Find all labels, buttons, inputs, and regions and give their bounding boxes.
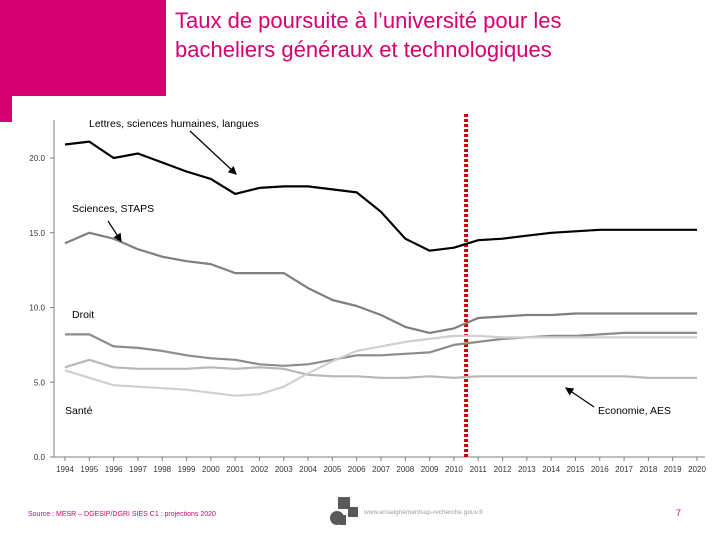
source-note: Source : MESR – DGESIP/DGRI SIES C1 : pr… bbox=[28, 511, 216, 518]
chart-container: 0.0 5.0 10.0 15.0 20.0 1994 1995 1996 1997 1998 19… bbox=[0, 100, 720, 480]
accent-bar bbox=[0, 0, 166, 96]
accent-strip bbox=[0, 96, 12, 122]
x-tick-label: 2015 bbox=[567, 465, 585, 474]
x-tick-label: 1994 bbox=[56, 465, 74, 474]
x-tick-label: 2018 bbox=[639, 465, 657, 474]
x-tick-label: 2003 bbox=[275, 465, 293, 474]
line-chart: 0.0 5.0 10.0 15.0 20.0 1994 1995 1996 1997 1998 19… bbox=[29, 114, 706, 474]
x-tick-label: 2004 bbox=[299, 465, 317, 474]
series-line-1 bbox=[64, 231, 697, 334]
x-tick-label: 2013 bbox=[518, 465, 536, 474]
slide-title-line-1: Taux de poursuite à l’université pour le… bbox=[175, 8, 562, 33]
x-tick-label: 2017 bbox=[615, 465, 633, 474]
y-tick-label: 5.0 bbox=[34, 378, 46, 387]
series-line-3 bbox=[64, 358, 697, 379]
x-tick-label: 2002 bbox=[251, 465, 269, 474]
x-tick-label: 2014 bbox=[542, 465, 560, 474]
x-tick-label: 2011 bbox=[470, 465, 488, 474]
x-tick-label: 2000 bbox=[202, 465, 220, 474]
x-tick-label: 2007 bbox=[372, 465, 390, 474]
x-tick-label: 1997 bbox=[129, 465, 147, 474]
x-tick-label: 2010 bbox=[445, 465, 463, 474]
x-tick-label: 2005 bbox=[323, 465, 341, 474]
y-tick-label: 10.0 bbox=[29, 304, 45, 313]
series-label-0: Lettres, sciences humaines, langues bbox=[89, 118, 259, 130]
series-line-2 bbox=[65, 331, 697, 367]
x-tick-label: 1996 bbox=[105, 465, 123, 474]
x-tick-label: 1998 bbox=[153, 465, 171, 474]
slide-title-line-2: bacheliers généraux et technologiques bbox=[175, 37, 552, 62]
series-label-arrow-0 bbox=[189, 130, 237, 175]
series-label-3: Santé bbox=[65, 405, 93, 417]
y-tick-label: 0.0 bbox=[34, 453, 46, 462]
page-number: 7 bbox=[676, 508, 682, 518]
series-line-4 bbox=[64, 334, 697, 397]
x-tick-label: 2020 bbox=[688, 465, 706, 474]
x-tick-label: 2016 bbox=[591, 465, 609, 474]
series-label-arrow-1 bbox=[107, 220, 122, 243]
series-line-0 bbox=[64, 140, 697, 252]
series-label-2: Droit bbox=[72, 309, 94, 321]
y-tick-label: 15.0 bbox=[29, 229, 45, 238]
site-url: www.enseignementsup-recherche.gouv.fr bbox=[364, 509, 484, 516]
x-tick-label: 2006 bbox=[348, 465, 366, 474]
series-label-4: Economie, AES bbox=[598, 405, 671, 417]
slide-title: Taux de poursuite à l’université pour le… bbox=[175, 6, 715, 64]
x-tick-label: 1999 bbox=[178, 465, 196, 474]
x-tick-label: 2012 bbox=[494, 465, 512, 474]
x-tick-label: 2009 bbox=[421, 465, 439, 474]
x-tick-label: 2019 bbox=[664, 465, 682, 474]
series-label-arrow-4 bbox=[565, 387, 595, 408]
x-tick-label: 2001 bbox=[226, 465, 244, 474]
ministry-logo bbox=[330, 497, 358, 525]
x-tick-label: 2008 bbox=[396, 465, 414, 474]
series-label-1: Sciences, STAPS bbox=[72, 203, 154, 215]
y-tick-label: 20.0 bbox=[29, 154, 45, 163]
x-tick-label: 1995 bbox=[80, 465, 98, 474]
